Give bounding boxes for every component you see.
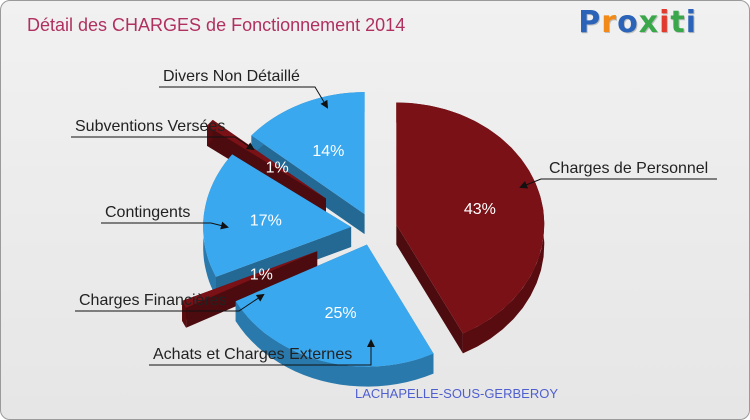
slice-leader-line (75, 293, 265, 312)
slice-category-label: Subventions Versées (75, 118, 225, 135)
slice-value-label: 17% (250, 212, 282, 229)
pie-slice-wall (396, 224, 463, 354)
pie-slice-top (203, 154, 352, 277)
slice-value-label: 43% (464, 201, 496, 218)
logo-letter: x (638, 5, 660, 40)
logo-letter: P (578, 5, 602, 40)
pie-slices (182, 92, 545, 387)
slice-category-label: Divers Non Détaillé (163, 68, 300, 85)
pie-slice-side (182, 300, 187, 328)
logo-letter: o (617, 5, 639, 40)
logo-letter: r (601, 5, 618, 40)
pie-slice (182, 251, 318, 328)
commune-name: LACHAPELLE-SOUS-GERBEROY (355, 386, 559, 401)
pie-slice-top (207, 119, 326, 199)
slice-category-label: Charges de Personnel (549, 160, 708, 177)
logo-letter: i (685, 5, 697, 40)
slice-leader-line (101, 221, 229, 230)
logo-letter: t (670, 5, 686, 40)
slice-leader-line (149, 339, 375, 366)
value-labels: 43% 25% 1% 17% 1% 14% (250, 143, 496, 322)
slice-category-label: Achats et Charges Externes (153, 346, 352, 363)
pie-slice-top (396, 102, 545, 334)
pie-slice-top (251, 92, 365, 215)
pie-slice-wall (182, 251, 318, 321)
slice-leader-line (71, 136, 255, 151)
slice-value-label: 1% (266, 160, 289, 177)
slice-leader-line (159, 86, 329, 109)
slice-value-label: 25% (325, 305, 357, 322)
pie-slice-top (182, 251, 318, 308)
pie-slice (396, 102, 545, 354)
slice-category-label: Contingents (105, 204, 190, 221)
pie-slice-wall (251, 135, 365, 235)
slice-value-label: 14% (312, 143, 344, 160)
pie-slice (251, 92, 365, 235)
chart-title: Détail des CHARGES de Fonctionnement 201… (27, 15, 406, 35)
logo-letter: i (659, 5, 671, 40)
proxiti-logo: Proxiti (578, 5, 697, 40)
pie-slice-top (235, 244, 434, 367)
slice-value-label: 1% (250, 267, 273, 284)
leader-lines: Charges de Personnel Achats et Charges Ex… (71, 68, 717, 366)
slice-leader-line (519, 178, 717, 189)
slice-category-label: Charges Financières (79, 292, 227, 309)
